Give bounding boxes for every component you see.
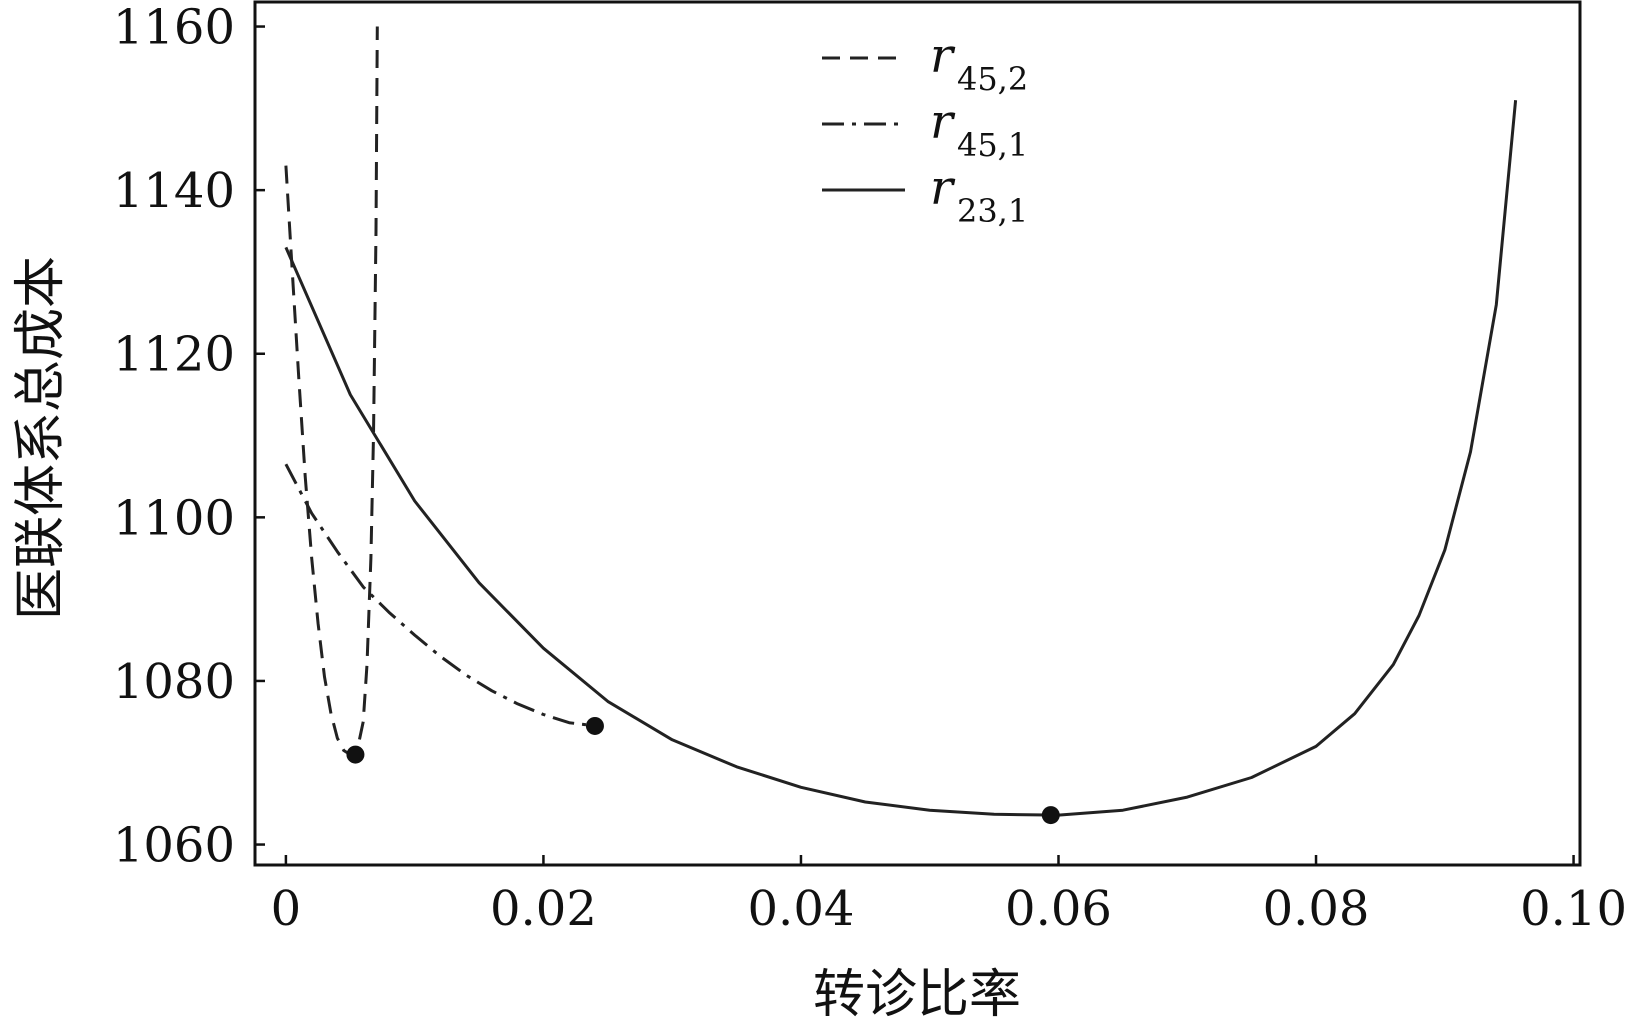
legend-label: r 45,2 <box>930 28 1028 98</box>
x-axis-label: 转诊比率 <box>813 965 1021 1025</box>
y-axis-ticks: 1060 1080 1100 1120 1140 1160 <box>113 0 265 874</box>
series-line-23-1 <box>284 100 1518 817</box>
x-tick-label: 0.08 <box>1263 881 1370 937</box>
minimum-point-marker <box>1041 806 1060 825</box>
series-line-45-1 <box>284 463 596 728</box>
legend: r 45,2r 45,1r 23,1 <box>822 28 1028 230</box>
y-tick-label: 1100 <box>113 490 235 546</box>
x-tick-label: 0.10 <box>1520 881 1627 937</box>
series-layer <box>284 26 1518 825</box>
legend-label: r 45,1 <box>930 94 1028 164</box>
y-tick-label: 1120 <box>113 327 235 383</box>
x-tick-label: 0.04 <box>748 881 855 937</box>
x-tick-label: 0.02 <box>490 881 597 937</box>
legend-label: r 23,1 <box>930 160 1028 230</box>
y-tick-label: 1140 <box>113 163 235 219</box>
y-tick-label: 1160 <box>113 0 235 56</box>
y-axis-label: 医联体系总成本 <box>11 256 71 620</box>
x-tick-label: 0 <box>271 881 302 937</box>
x-tick-label: 0.06 <box>1005 881 1112 937</box>
minimum-point-marker <box>585 716 604 735</box>
plot-frame <box>253 0 1582 867</box>
minimum-point-marker <box>346 745 365 764</box>
y-tick-label: 1080 <box>113 654 235 710</box>
x-axis-ticks: 0 0.02 0.04 0.06 0.08 0.10 <box>271 855 1627 937</box>
series-line-45-2 <box>284 26 379 757</box>
y-tick-label: 1060 <box>113 818 235 874</box>
